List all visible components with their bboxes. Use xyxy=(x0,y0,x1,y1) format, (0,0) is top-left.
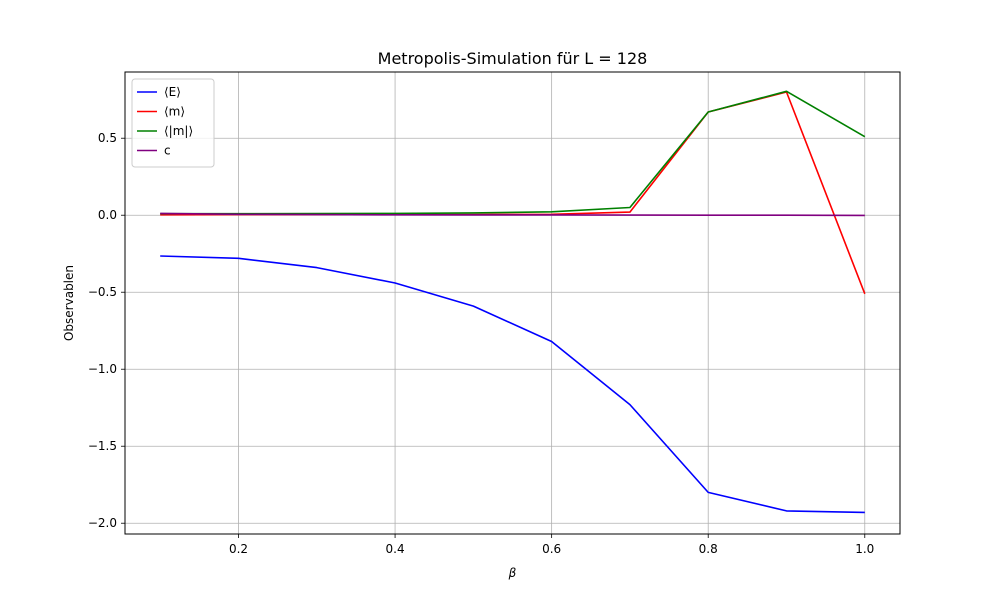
y-tick-label: −1.5 xyxy=(88,439,117,453)
legend: ⟨E⟩ ⟨m⟩ ⟨|m|⟩ c xyxy=(131,78,215,168)
legend-label: c xyxy=(164,144,171,158)
x-tick-label: 0.8 xyxy=(699,542,718,556)
y-tick-label: 0.0 xyxy=(98,208,117,222)
x-tick-label: 0.4 xyxy=(386,542,405,556)
x-tick-label: 0.6 xyxy=(542,542,561,556)
y-tick-label: 0.5 xyxy=(98,131,117,145)
legend-label: ⟨E⟩ xyxy=(164,85,181,99)
x-tick-label: 1.0 xyxy=(855,542,874,556)
y-tick-label: −1.0 xyxy=(88,362,117,376)
legend-label: ⟨m⟩ xyxy=(164,105,185,119)
chart-title: Metropolis-Simulation für L = 128 xyxy=(378,49,648,68)
y-tick-label: −2.0 xyxy=(88,516,117,530)
axis-ticks: 0.2 0.4 0.6 0.8 1.0 −2.0 −1.5 −1.0 −0.5 0.0 0.5 xyxy=(88,131,874,556)
series-line-3 xyxy=(160,90,866,215)
x-axis-label: β xyxy=(508,566,517,580)
series-line-1 xyxy=(160,255,865,514)
legend-label: ⟨|m|⟩ xyxy=(164,124,193,138)
series-lines xyxy=(160,90,866,514)
y-tick-label: −0.5 xyxy=(88,285,117,299)
series-line-4 xyxy=(160,212,865,217)
plot-frame xyxy=(124,71,901,535)
y-axis-label: Observablen xyxy=(62,265,76,341)
legend-box xyxy=(131,78,215,168)
plot-area xyxy=(125,72,900,534)
x-tick-label: 0.2 xyxy=(229,542,248,556)
